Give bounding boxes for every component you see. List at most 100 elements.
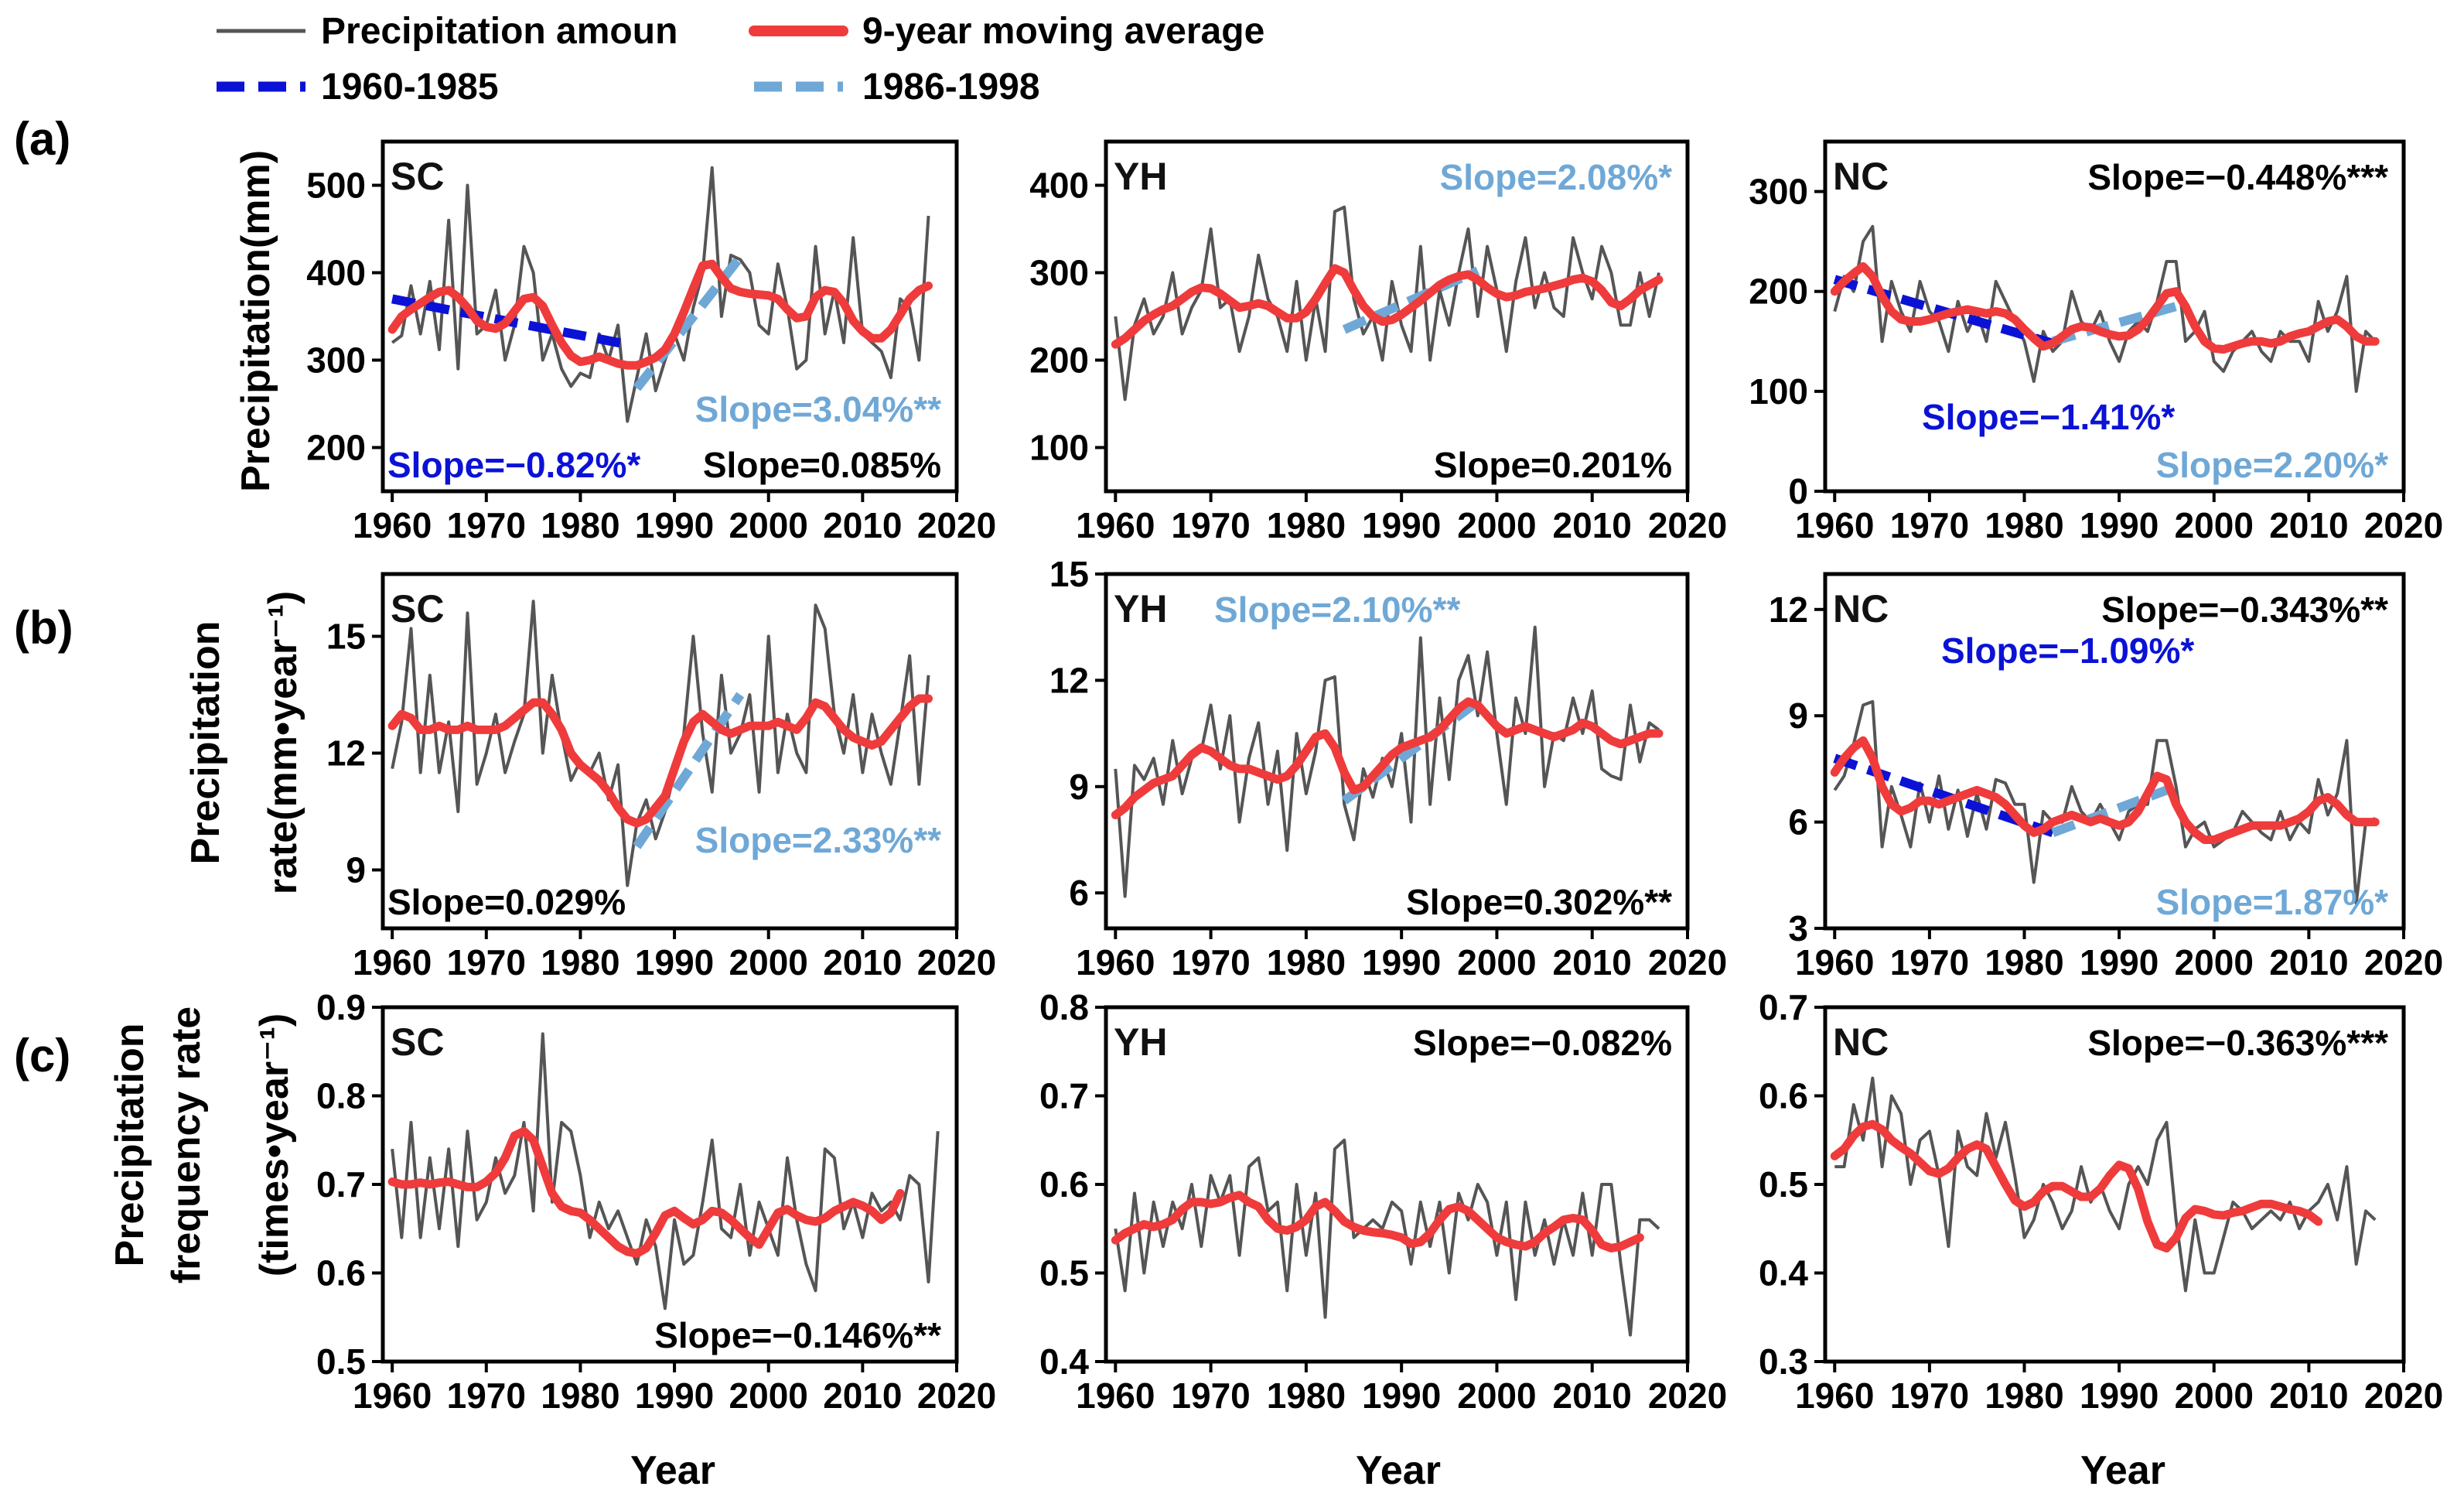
slope-annotation: Slope=2.33%** [695,820,941,860]
legend-p1-label: 1960-1985 [321,67,499,108]
y-tick-label: 6 [1788,802,1808,842]
y-tick-label: 200 [1029,340,1089,381]
series-group [1111,625,1664,898]
y-tick-label: 400 [1029,166,1089,206]
y-tick-label: 300 [1749,172,1808,212]
x-tick-label: 2020 [917,505,996,545]
slope-annotation: Slope=0.302%** [1406,882,1672,922]
x-tick-label: 2010 [823,505,902,545]
y-tick-label: 400 [306,253,366,293]
x-tick-label: 1980 [1267,1375,1346,1416]
x-tick-label: 1960 [1076,1375,1155,1416]
x-tick-label: 2010 [1553,1375,1632,1416]
x-tick-label: 1980 [1985,505,2063,545]
region-label: SC [391,1020,444,1064]
x-tick-label: 1970 [447,1375,526,1416]
region-label: SC [391,155,444,198]
x-tick-label: 1990 [635,505,714,545]
y-title-c-line3: (times•year⁻¹) [252,1013,297,1276]
x-tick-label: 1970 [1890,1375,1969,1416]
x-tick-label: 1990 [1362,505,1441,545]
x-tick-label: 2010 [2269,505,2348,545]
y-tick-label: 300 [306,340,366,381]
x-tick-label: 1960 [353,505,432,545]
x-tick-label: 2020 [2364,942,2443,982]
x-tick-label: 1990 [635,942,714,982]
y-tick-label: 0.4 [1039,1341,1089,1382]
y-tick-label: 12 [1049,660,1089,700]
y-tick-label: 15 [1049,554,1089,594]
panel-b-YH: 6 9 12 15 1960 1970 1980 1990 2000 2010 2020 YH Slop… [1049,554,1727,982]
series-moving-average [1111,264,1664,349]
x-tick-label: 1980 [541,942,619,982]
panel-a-NC: 0 100 200 300 1960 1970 1980 1990 2000 2010 2020 NC… [1749,139,2443,545]
x-tick-label: 1980 [1267,942,1346,982]
series-moving-average [387,694,933,828]
region-label: NC [1833,155,1889,198]
x-tick-label: 1990 [1362,1375,1441,1416]
y-tick-label: 200 [306,428,366,468]
x-tick-label: 2010 [2269,942,2348,982]
slope-annotation: Slope=−0.343%** [2101,589,2388,630]
series-moving-average [1111,1191,1644,1252]
panel-a-YH: 100 200 300 400 1960 1970 1980 1990 2000 2010 2020… [1029,139,1727,545]
panel-c-NC: 0.3 0.4 0.5 0.6 0.7 1960 1970 1980 1990 2000 2010 2… [1759,987,2443,1416]
x-tick-label: 1960 [1795,505,1874,545]
region-label: YH [1114,587,1167,630]
series-annual [1114,1138,1660,1337]
x-tick-label: 2020 [2364,1375,2443,1416]
series-annual [391,166,930,423]
y-tick-label: 0 [1788,471,1808,511]
slope-annotation: Slope=−1.09%* [1941,630,2194,671]
y-tick-label: 9 [346,850,366,890]
x-tick-label: 2000 [729,942,808,982]
x-tick-label: 1990 [2080,505,2159,545]
series-group [387,166,933,423]
y-tick-label: 0.8 [1039,987,1089,1027]
trend-1986-1998 [633,692,745,849]
series-annual [391,600,930,887]
y-tick-label: 0.9 [316,987,366,1027]
y-tick-label: 200 [1749,272,1808,312]
series-moving-average [387,1126,905,1258]
slope-annotation: Slope=0.029% [387,882,626,922]
region-label: NC [1833,587,1889,630]
slope-annotation: Slope=1.87%* [2156,882,2389,922]
series-moving-average [1830,736,2380,844]
series-group [1111,205,1664,402]
y-tick-label: 100 [1029,428,1089,468]
y-tick-label: 12 [326,733,366,774]
x-tick-label: 2000 [2175,1375,2254,1416]
y-title-b-line2: rate(mm•year⁻¹) [261,591,305,894]
x-tick-label: 2010 [823,1375,902,1416]
x-tick-label: 2020 [1648,505,1727,545]
y-tick-label: 500 [306,166,366,206]
y-tick-label: 0.8 [316,1076,366,1116]
y-tick-label: 3 [1788,908,1808,948]
x-tick-label: 2020 [2364,505,2443,545]
plot-frame [381,572,959,931]
slope-annotation: Slope=−0.363%*** [2087,1023,2388,1063]
x-tick-label: 1970 [1171,505,1250,545]
x-tick-label: 2000 [1457,942,1536,982]
y-tick-label: 0.5 [1039,1253,1089,1293]
x-title-col1: Year [630,1448,715,1493]
x-tick-label: 2020 [917,1375,996,1416]
y-tick-label: 0.3 [1759,1341,1808,1382]
x-tick-label: 1990 [1362,942,1441,982]
region-label: NC [1833,1020,1889,1064]
x-tick-label: 1960 [353,1375,432,1416]
x-tick-label: 1980 [1985,942,2063,982]
x-tick-label: 2020 [1648,1375,1727,1416]
series-group [1830,1076,2377,1293]
y-tick-label: 9 [1788,695,1808,736]
plot-frame [381,139,959,494]
y-title-a: Precipitation(mm) [234,150,278,492]
y-tick-label: 300 [1029,253,1089,293]
row-label-c: (c) [14,1030,70,1082]
row-label-b: (b) [14,602,73,654]
legend-ma-label: 9-year moving average [862,11,1264,52]
y-tick-label: 12 [1769,589,1808,630]
